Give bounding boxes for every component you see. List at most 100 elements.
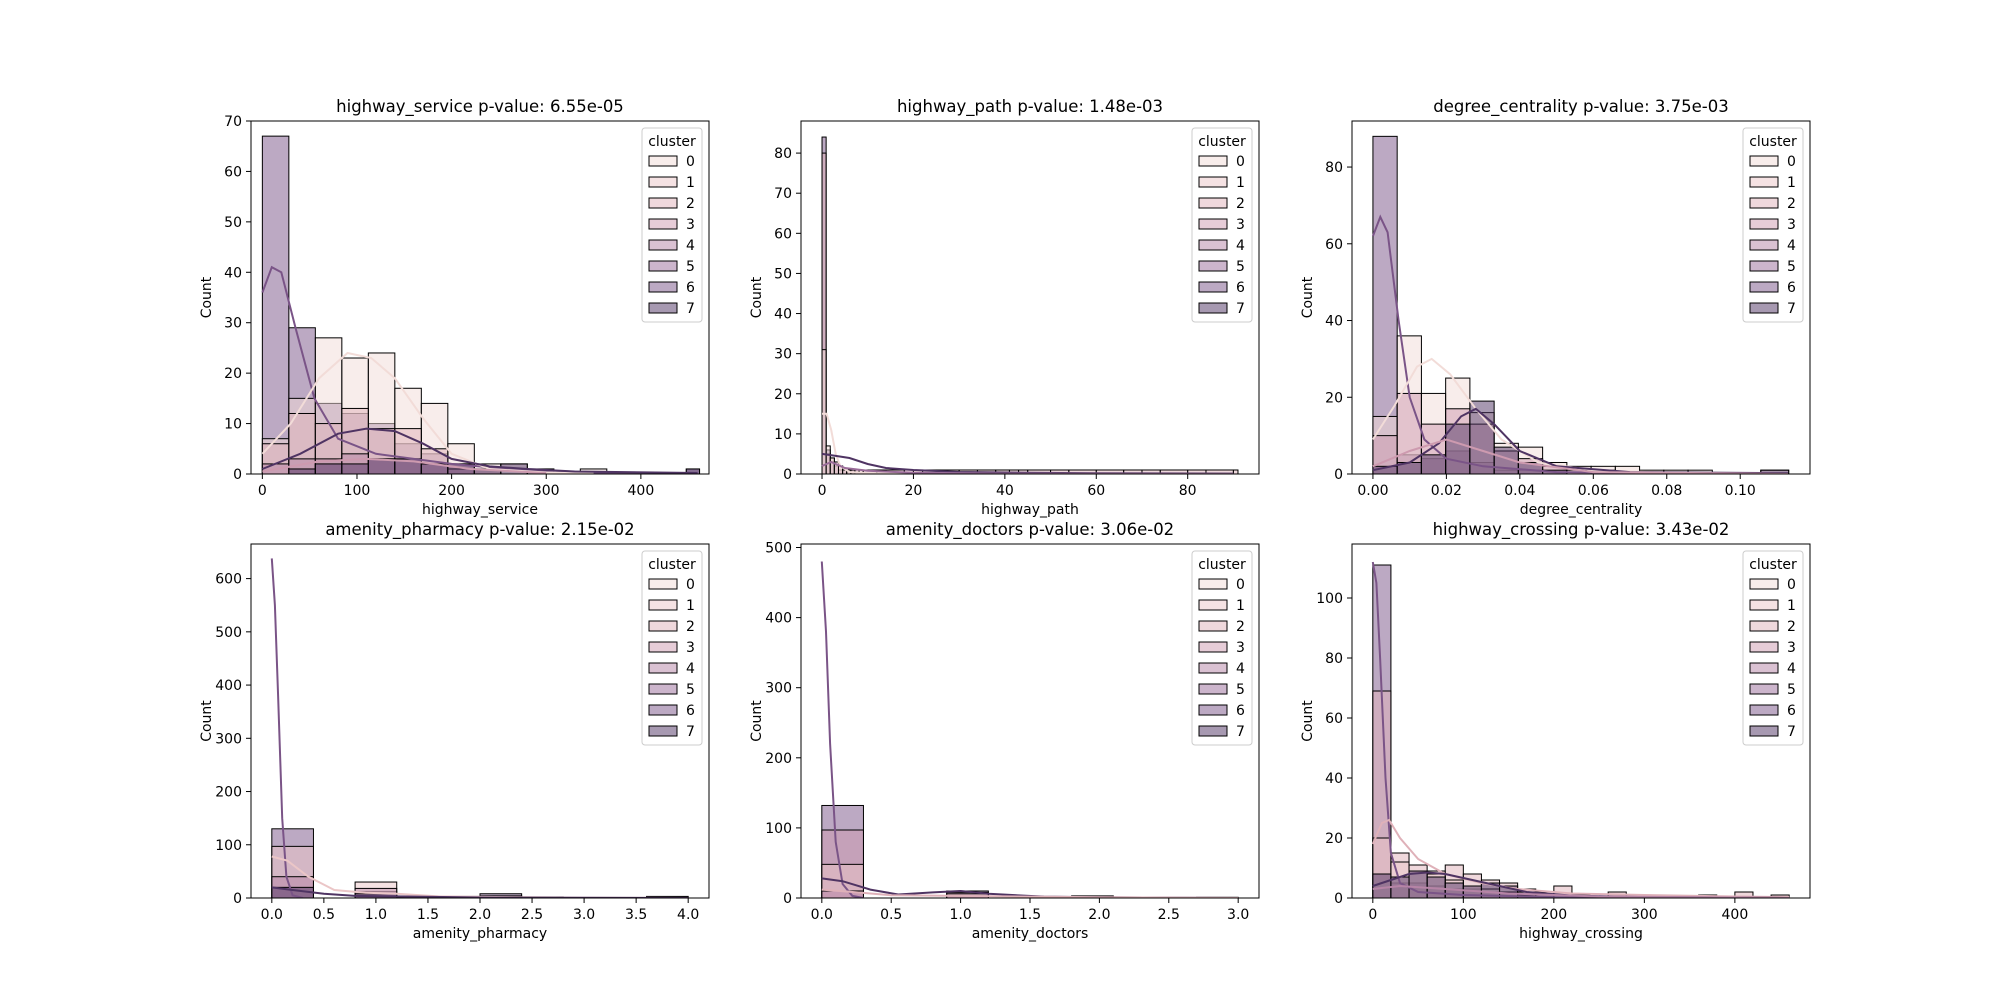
legend-swatch-0 [1198, 155, 1228, 167]
chart-title: highway_crossing p-value: 3.43e-02 [1433, 520, 1730, 540]
legend-swatch-1 [1198, 176, 1228, 188]
x-tick-label: 0.04 [1504, 483, 1535, 499]
legend-swatch-6 [1198, 281, 1228, 293]
legend-label-3: 3 [1236, 640, 1245, 656]
x-tick-label: 200 [438, 483, 465, 499]
y-tick-label: 0 [233, 891, 242, 907]
legend-swatch-0 [648, 155, 678, 167]
hist-series-cluster-2 [1372, 690, 1790, 898]
y-tick-label: 80 [1325, 651, 1343, 667]
x-axis-label: highway_path [981, 502, 1079, 518]
x-tick-label: 0.0 [811, 907, 833, 923]
legend-label-0: 0 [1787, 154, 1796, 170]
axes-frame [1351, 120, 1811, 475]
x-tick-label: 300 [533, 483, 560, 499]
legend-label-7: 7 [686, 301, 695, 317]
y-tick-label: 20 [774, 387, 792, 403]
y-tick-label: 60 [1325, 237, 1343, 253]
legend-swatch-1 [648, 599, 678, 611]
bar [341, 463, 369, 474]
y-tick-label: 300 [765, 681, 792, 697]
y-axis-label: Count [199, 700, 215, 742]
bar [685, 468, 701, 474]
chart-title: degree_centrality p-value: 3.75e-03 [1433, 97, 1728, 117]
legend-title: cluster [1198, 134, 1246, 150]
y-tick-label: 70 [774, 186, 792, 202]
legend-swatch-4 [1198, 662, 1228, 674]
legend-swatch-6 [648, 704, 678, 716]
legend-swatch-6 [648, 281, 678, 293]
y-tick-label: 300 [215, 731, 242, 747]
legend-swatch-1 [1198, 599, 1228, 611]
bar [1408, 870, 1428, 898]
x-tick-label: 0.5 [313, 907, 335, 923]
chart-panel-5: 0 100 200 300 400020406080100highway_crossin… [1300, 520, 1811, 942]
y-axis-label: Count [749, 276, 765, 318]
legend-label-0: 0 [1236, 577, 1245, 593]
legend-title: cluster [648, 134, 696, 150]
legend-label-0: 0 [1236, 154, 1245, 170]
y-tick-label: 10 [224, 417, 242, 433]
hist-series-cluster-6 [821, 804, 1239, 898]
legend-label-6: 6 [686, 280, 695, 296]
bar [1734, 891, 1754, 898]
legend-swatch-2 [1749, 620, 1779, 632]
legend-label-1: 1 [1236, 598, 1245, 614]
x-tick-label: 2.0 [1088, 907, 1110, 923]
legend-label-1: 1 [1787, 175, 1796, 191]
y-tick-label: 10 [774, 427, 792, 443]
legend-swatch-2 [1198, 197, 1228, 209]
chart-panel-0: 0 100 200 300 400010203040506070highway_serv… [199, 97, 710, 518]
legend-swatch-3 [1198, 641, 1228, 653]
plot-area [261, 135, 701, 474]
legend-swatch-0 [1749, 578, 1779, 590]
legend-swatch-5 [1749, 683, 1779, 695]
legend-swatch-3 [648, 218, 678, 230]
legend-swatch-5 [1749, 260, 1779, 272]
legend-swatch-4 [1749, 239, 1779, 251]
legend-swatch-6 [1749, 704, 1779, 716]
legend-swatch-0 [1198, 578, 1228, 590]
y-tick-label: 60 [224, 164, 242, 180]
legend-title: cluster [1749, 134, 1797, 150]
kde-line-cluster-7 [1372, 407, 1789, 474]
x-axis-label: highway_service [422, 502, 538, 518]
axes-frame [1351, 543, 1811, 899]
legend-label-3: 3 [1787, 640, 1796, 656]
y-tick-label: 500 [765, 541, 792, 557]
x-axis-label: degree_centrality [1520, 502, 1643, 518]
y-tick-label: 0 [1334, 891, 1343, 907]
bar [825, 445, 831, 474]
bar [821, 152, 827, 474]
x-tick-label: 40 [996, 483, 1014, 499]
x-tick-label: 0.0 [261, 907, 283, 923]
x-tick-label: 3.0 [573, 907, 595, 923]
legend-label-5: 5 [1236, 259, 1245, 275]
legend-label-5: 5 [686, 682, 695, 698]
legend-swatch-1 [648, 176, 678, 188]
bar [829, 457, 835, 474]
legend-swatch-4 [1749, 662, 1779, 674]
x-tick-label: 400 [1722, 907, 1749, 923]
kde-line-cluster-6 [270, 558, 304, 898]
x-tick-label: 0.00 [1357, 483, 1388, 499]
legend-label-4: 4 [686, 661, 695, 677]
legend-label-6: 6 [1787, 703, 1796, 719]
legend-label-7: 7 [1236, 724, 1245, 740]
y-tick-label: 60 [774, 226, 792, 242]
x-tick-label: 0.08 [1651, 483, 1682, 499]
legend-label-4: 4 [686, 238, 695, 254]
chart-title: amenity_pharmacy p-value: 2.15e-02 [325, 520, 634, 540]
legend-label-4: 4 [1236, 661, 1245, 677]
y-tick-label: 40 [224, 265, 242, 281]
legend: cluster 0 1 2 3 4 5 6 7 [641, 550, 703, 746]
legend-label-3: 3 [686, 217, 695, 233]
y-tick-label: 400 [215, 678, 242, 694]
chart-panel-4: 0.0 0.5 1.0 1.5 2.0 2.5 3.0 0 100 200 300 400 500 ame… [749, 520, 1260, 942]
y-tick-label: 80 [1325, 160, 1343, 176]
y-tick-label: 40 [774, 307, 792, 323]
y-tick-label: 0 [1334, 467, 1343, 483]
legend-swatch-0 [1749, 155, 1779, 167]
legend-label-1: 1 [686, 175, 695, 191]
legend-swatch-3 [1198, 218, 1228, 230]
